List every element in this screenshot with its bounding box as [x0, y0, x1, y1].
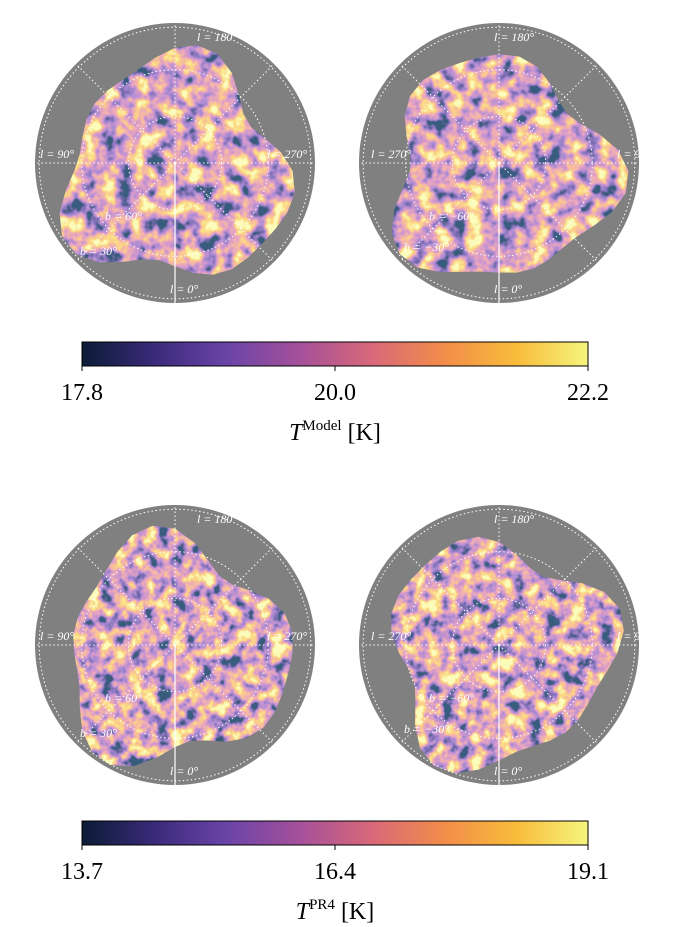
graticule-label: b = 60° [105, 209, 142, 223]
graticule-label: l = 0° [494, 282, 522, 296]
graticule-label: b = −60° [429, 209, 474, 223]
graticule-label: l = 90° [40, 629, 74, 643]
graticule-label: l = 0° [170, 764, 198, 778]
label-superscript: PR4 [309, 897, 335, 913]
graticule-label: l = 180° [494, 30, 534, 44]
graticule-label: l = 270° [267, 629, 307, 643]
colorbar-label: TModel[K] [289, 418, 381, 446]
label-unit: [K] [341, 899, 374, 925]
graticule-label: b = −30° [404, 722, 449, 736]
graticule-label: b = −30° [404, 240, 449, 254]
graticule-label: l = 90° [40, 147, 74, 161]
colorbar-tick-label: 20.0 [314, 380, 356, 406]
colorbar-tick-label: 19.1 [567, 859, 609, 885]
graticule-label: l = 0° [170, 282, 198, 296]
colorbar-tick-label: 13.7 [61, 859, 103, 885]
graticule-label: l = 90° [617, 629, 651, 643]
graticule-label: b = 60° [105, 691, 142, 705]
label-unit: [K] [348, 420, 381, 446]
graticule-label: b = 30° [80, 244, 117, 258]
label-superscript: Model [302, 418, 341, 434]
graticule-label: b = −60° [429, 691, 474, 705]
graticule-label: l = 180° [197, 30, 237, 44]
graticule-label: l = 90° [617, 147, 651, 161]
graticule-label: l = 270° [371, 147, 411, 161]
colorbar-tick-label: 22.2 [567, 380, 609, 406]
colorbar-tick-label: 16.4 [314, 859, 356, 885]
graticule-label: l = 0° [494, 764, 522, 778]
colorbar [82, 342, 588, 366]
graticule-label: l = 270° [371, 629, 411, 643]
figure: l = 180° l = 90° l = 270° b = 60° b = 30° l =… [0, 0, 683, 927]
graticule-label: l = 180° [197, 512, 237, 526]
colorbar-label: TPR4[K] [296, 897, 375, 925]
graticule-label: l = 270° [267, 147, 307, 161]
graticule-label: l = 180° [494, 512, 534, 526]
colorbar [82, 821, 588, 845]
graticule-label: b = 30° [80, 726, 117, 740]
colorbar-tick-label: 17.8 [61, 380, 103, 406]
